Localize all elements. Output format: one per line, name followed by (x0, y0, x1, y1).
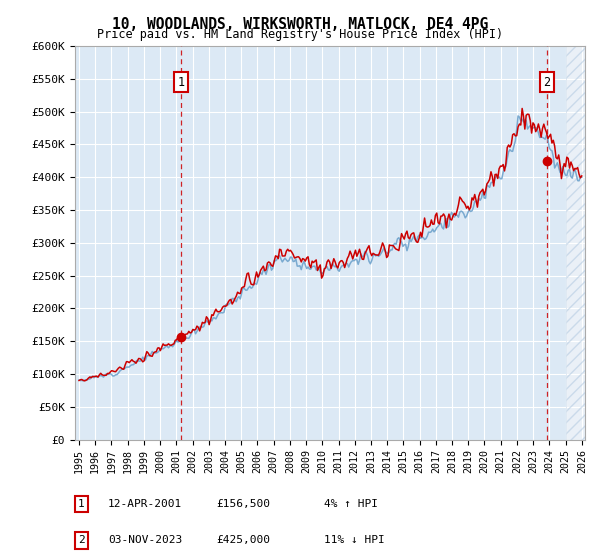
Text: £425,000: £425,000 (216, 535, 270, 545)
Text: 4% ↑ HPI: 4% ↑ HPI (324, 499, 378, 509)
Text: 10, WOODLANDS, WIRKSWORTH, MATLOCK, DE4 4PG: 10, WOODLANDS, WIRKSWORTH, MATLOCK, DE4 … (112, 17, 488, 32)
Text: 12-APR-2001: 12-APR-2001 (108, 499, 182, 509)
Text: 2: 2 (78, 535, 85, 545)
Text: 03-NOV-2023: 03-NOV-2023 (108, 535, 182, 545)
Text: 1: 1 (178, 76, 184, 88)
Text: 1: 1 (78, 499, 85, 509)
Bar (566, 46, 587, 440)
Text: Price paid vs. HM Land Registry's House Price Index (HPI): Price paid vs. HM Land Registry's House … (97, 28, 503, 41)
Text: £156,500: £156,500 (216, 499, 270, 509)
Text: 2: 2 (543, 76, 550, 88)
Text: 11% ↓ HPI: 11% ↓ HPI (324, 535, 385, 545)
Bar (566, 46, 587, 440)
